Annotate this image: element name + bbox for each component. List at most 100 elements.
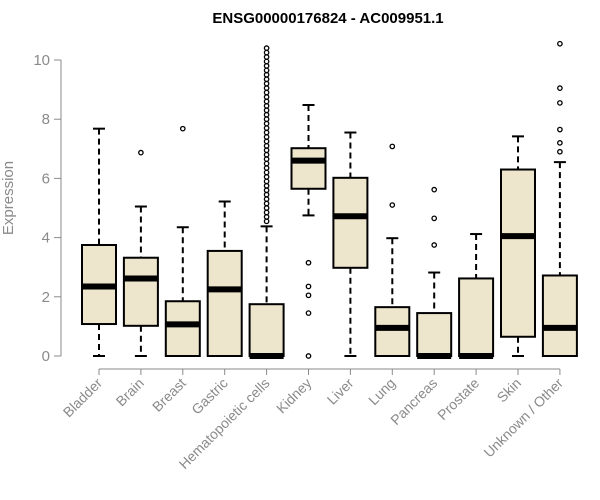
box-gastric xyxy=(206,200,243,357)
iqr-box xyxy=(122,256,159,327)
outlier-point xyxy=(263,129,270,136)
outlier-point xyxy=(263,209,270,216)
box-unknown-other xyxy=(541,40,578,358)
y-tick-label: 10 xyxy=(33,52,50,69)
outlier-point xyxy=(263,71,270,78)
outlier-point xyxy=(557,148,563,155)
outlier-point xyxy=(263,45,270,52)
box-breast xyxy=(164,125,201,357)
outlier-point xyxy=(557,126,563,133)
outlier-point xyxy=(431,215,438,222)
outlier-point xyxy=(263,151,270,158)
outlier-point xyxy=(179,125,186,132)
outlier-point xyxy=(263,187,270,194)
outlier-point xyxy=(263,76,270,83)
y-tick-label: 8 xyxy=(42,111,50,128)
outlier-point xyxy=(305,283,312,290)
outlier-point xyxy=(263,103,270,109)
box-brain xyxy=(122,149,159,357)
iqr-box xyxy=(374,306,411,358)
outlier-point xyxy=(305,310,312,316)
outlier-point xyxy=(263,160,270,167)
outlier-point xyxy=(263,178,270,185)
outlier-point xyxy=(263,58,270,65)
iqr-box xyxy=(248,303,285,358)
y-tick-label: 0 xyxy=(42,348,50,365)
outlier-point xyxy=(263,165,270,171)
outlier-point xyxy=(263,107,270,114)
outlier-point xyxy=(431,186,438,193)
outlier-point xyxy=(263,120,270,127)
box-lung xyxy=(374,143,411,358)
y-axis-label: Expression xyxy=(0,161,17,235)
outlier-point xyxy=(263,196,270,202)
outlier-point xyxy=(263,218,270,225)
outlier-point xyxy=(263,85,270,91)
outlier-point xyxy=(431,242,438,248)
outlier-point xyxy=(263,98,270,105)
outlier-point xyxy=(263,200,270,207)
iqr-box xyxy=(164,300,201,357)
iqr-box xyxy=(500,168,536,338)
x-tick-label: Liver xyxy=(324,375,357,408)
axes: 0 2 4 6 8 10 xyxy=(33,52,561,375)
outlier-point xyxy=(263,214,270,220)
iqr-box xyxy=(458,277,495,357)
outlier-point xyxy=(263,169,270,176)
x-tick-label: Pancreas xyxy=(387,375,440,428)
outlier-point xyxy=(263,125,270,131)
x-tick-label: Skin xyxy=(494,375,525,406)
x-tick-label: Kidney xyxy=(273,375,315,417)
iqr-box xyxy=(541,274,578,358)
x-tick-label: Brain xyxy=(113,375,147,409)
box-kidney xyxy=(290,103,327,359)
outlier-point xyxy=(263,67,270,74)
x-tick-label: Breast xyxy=(149,375,189,415)
outlier-point xyxy=(557,85,563,91)
iqr-box xyxy=(416,312,453,357)
outlier-point xyxy=(263,191,270,198)
iqr-box xyxy=(332,176,369,269)
y-tick-label: 2 xyxy=(42,289,50,306)
outlier-point xyxy=(263,134,270,140)
box-skin xyxy=(500,135,536,357)
outlier-point xyxy=(263,89,270,96)
outlier-point xyxy=(263,138,270,145)
boxes xyxy=(81,40,578,359)
outlier-point xyxy=(263,182,270,189)
outlier-point xyxy=(263,49,270,56)
outlier-point xyxy=(305,259,312,266)
outlier-point xyxy=(557,140,563,146)
box-liver xyxy=(332,131,369,357)
x-tick-label: Unknown / Other xyxy=(480,375,566,461)
box-pancreas xyxy=(416,186,453,359)
outlier-point xyxy=(263,63,270,69)
outlier-point xyxy=(305,292,312,299)
box-prostate xyxy=(458,233,495,359)
outlier-point xyxy=(263,142,270,149)
outlier-point xyxy=(263,54,270,60)
box-hematopoietic-cells xyxy=(248,45,285,359)
outlier-point xyxy=(263,80,270,87)
outlier-point xyxy=(557,40,563,47)
outlier-point xyxy=(263,116,270,123)
iqr-box xyxy=(290,147,327,190)
box-bladder xyxy=(81,127,117,357)
outlier-point xyxy=(263,111,270,118)
y-tick-label: 6 xyxy=(42,170,50,187)
outlier-point xyxy=(389,202,396,208)
outlier-point xyxy=(305,353,312,359)
y-tick-label: 4 xyxy=(42,230,50,247)
outlier-point xyxy=(263,205,270,211)
outlier-point xyxy=(263,156,270,163)
x-tick-label: Prostate xyxy=(434,375,482,423)
outlier-point xyxy=(389,143,396,150)
outlier-point xyxy=(263,174,270,180)
x-tick-label: Lung xyxy=(365,375,398,408)
x-tick-label: Bladder xyxy=(60,375,106,421)
iqr-box xyxy=(206,249,243,357)
outlier-point xyxy=(557,100,563,106)
outlier-point xyxy=(263,147,270,154)
